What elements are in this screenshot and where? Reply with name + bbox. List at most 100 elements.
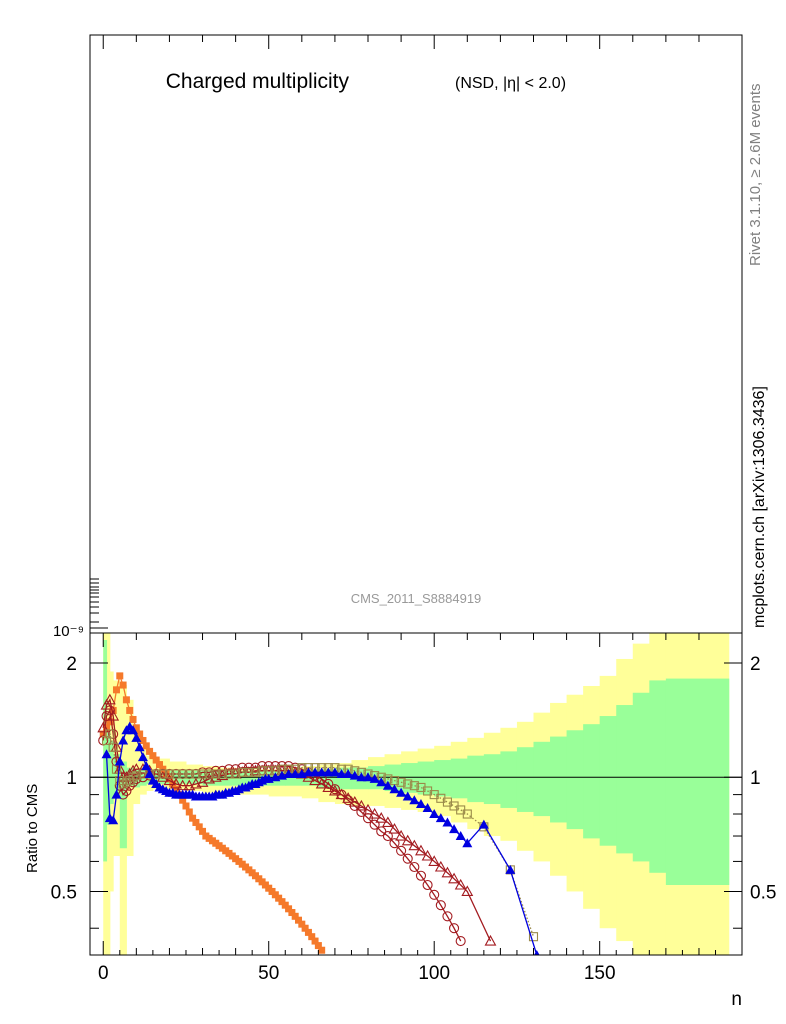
- y-tick-label-right: 1: [750, 768, 761, 789]
- y-tick-label: 2: [66, 654, 77, 675]
- data-point: [189, 777, 202, 789]
- data-point: [309, 774, 321, 786]
- data-point: [369, 773, 380, 783]
- data-point: [429, 809, 440, 819]
- data-point: [381, 816, 394, 828]
- data-point: [132, 724, 140, 732]
- data-point: [101, 710, 112, 722]
- data-point: [409, 861, 420, 873]
- data-point: [103, 693, 116, 705]
- data-point: [137, 752, 148, 762]
- data-point: [204, 769, 214, 779]
- data-point: [144, 768, 155, 778]
- data-point: [428, 855, 441, 866]
- data-point: [116, 672, 124, 680]
- data-point: [285, 905, 293, 913]
- data-point: [505, 864, 516, 874]
- data-point: [369, 819, 380, 830]
- data-point: [429, 889, 440, 900]
- data-point: [191, 769, 201, 779]
- data-point: [298, 920, 306, 928]
- data-point: [461, 885, 474, 897]
- data-point: [311, 937, 319, 945]
- data-point: [179, 796, 187, 804]
- x-axis-label: n: [731, 989, 742, 1010]
- data-point: [224, 769, 234, 779]
- inner-band-bin: [417, 761, 435, 795]
- data-point: [335, 788, 348, 800]
- data-point: [114, 756, 125, 766]
- data-point: [283, 768, 294, 778]
- data-point: [363, 772, 374, 782]
- data-point: [152, 756, 160, 764]
- data-point: [108, 815, 119, 825]
- data-point: [435, 813, 446, 823]
- inner-band-bin: [616, 705, 634, 854]
- data-point: [189, 814, 197, 822]
- data-point: [389, 838, 400, 849]
- data-point: [449, 923, 460, 934]
- data-point: [349, 770, 360, 780]
- data-point: [343, 768, 354, 778]
- data-point: [149, 752, 157, 760]
- data-point: [106, 718, 114, 726]
- x-tick-label: 150: [584, 963, 616, 984]
- data-point: [99, 730, 107, 738]
- data-point: [322, 781, 335, 792]
- data-point: [217, 769, 227, 779]
- inner-band-bin: [550, 736, 568, 823]
- data-point: [129, 715, 137, 723]
- data-point: [528, 932, 539, 942]
- ratio-panel-frame: [89, 632, 743, 956]
- data-point: [172, 785, 180, 793]
- data-point: [478, 819, 489, 829]
- data-point: [388, 822, 401, 834]
- data-point: [100, 698, 113, 710]
- data-point: [304, 928, 312, 936]
- data-point: [199, 827, 207, 835]
- data-point: [291, 912, 299, 920]
- data-point: [409, 795, 420, 805]
- data-point: [128, 725, 139, 735]
- data-point: [382, 780, 393, 790]
- data-point: [310, 767, 321, 777]
- data-point: [396, 845, 407, 856]
- data-point: [348, 795, 361, 807]
- data-point: [122, 696, 130, 704]
- data-point: [231, 769, 241, 779]
- data-point: [290, 768, 301, 778]
- mcplots-credit-label: mcplots.cern.ch [arXiv:1306.3436]: [751, 386, 768, 628]
- inner-band-bin: [649, 680, 667, 873]
- data-point: [401, 834, 414, 846]
- data-point: [376, 777, 387, 787]
- x-tick-label: 50: [258, 963, 279, 984]
- data-point: [101, 735, 112, 746]
- data-point: [303, 767, 314, 777]
- data-point: [396, 787, 407, 797]
- data-point: [403, 779, 413, 789]
- inner-band-bin: [566, 730, 584, 830]
- data-point: [119, 681, 127, 689]
- inner-band-bin: [113, 754, 121, 795]
- data-point: [342, 792, 355, 803]
- inner-band-bin: [106, 721, 111, 825]
- data-point: [422, 879, 433, 891]
- inner-band-bin: [109, 740, 114, 805]
- data-point: [108, 742, 118, 752]
- inner-band-bin: [483, 754, 501, 805]
- data-point: [211, 769, 221, 779]
- rivet-version-label: Rivet 3.1.10, ≥ 2.6M events: [747, 84, 764, 267]
- data-point: [107, 709, 120, 721]
- data-point: [315, 777, 328, 789]
- data-point: [454, 878, 467, 890]
- data-point: [389, 784, 400, 794]
- x-tick-label: 0: [98, 963, 109, 984]
- data-point: [455, 831, 466, 841]
- data-point: [442, 911, 453, 922]
- ratio-plot-border: [89, 632, 743, 956]
- data-point: [382, 830, 393, 842]
- data-point: [441, 866, 454, 878]
- data-point: [409, 781, 419, 791]
- data-point: [448, 872, 460, 884]
